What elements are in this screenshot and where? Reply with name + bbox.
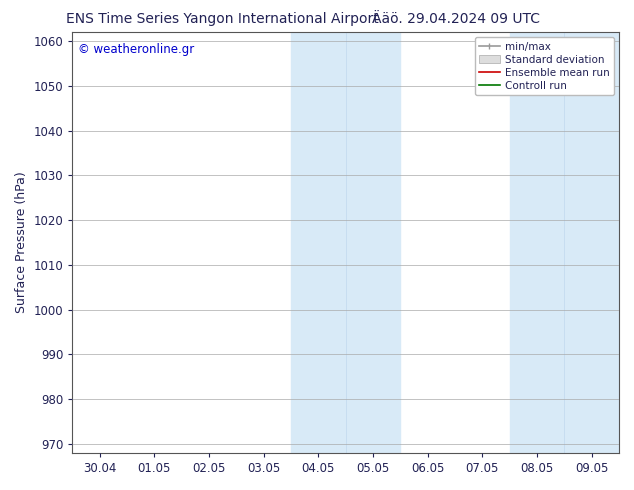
Legend: min/max, Standard deviation, Ensemble mean run, Controll run: min/max, Standard deviation, Ensemble me… bbox=[475, 37, 614, 95]
Text: © weatheronline.gr: © weatheronline.gr bbox=[78, 43, 194, 56]
Text: Ääö. 29.04.2024 09 UTC: Ääö. 29.04.2024 09 UTC bbox=[373, 12, 540, 26]
Bar bbox=[510, 32, 619, 453]
Y-axis label: Surface Pressure (hPa): Surface Pressure (hPa) bbox=[15, 172, 28, 314]
Bar bbox=[291, 32, 400, 453]
Text: ENS Time Series Yangon International Airport: ENS Time Series Yangon International Air… bbox=[65, 12, 378, 26]
